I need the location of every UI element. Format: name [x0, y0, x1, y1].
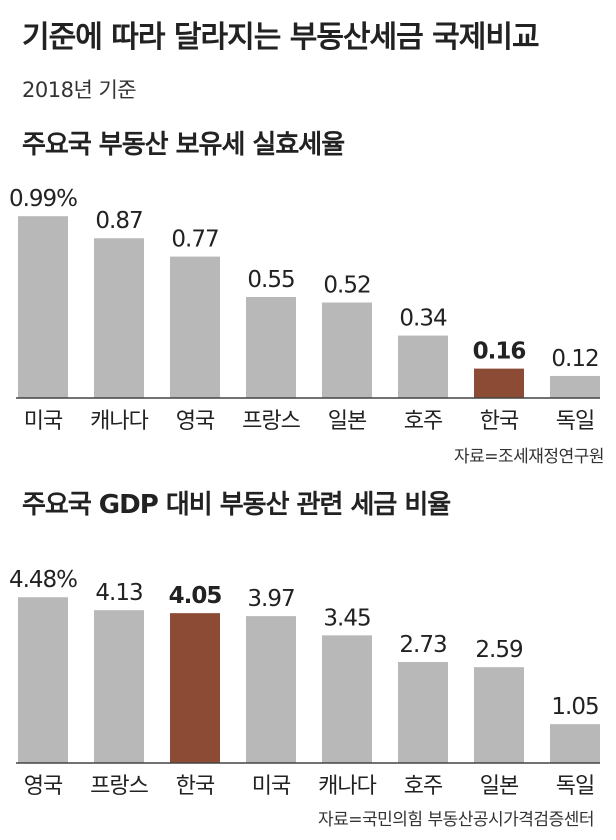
chart-2-value-label-3: 3.97 — [247, 586, 294, 612]
chart-1-category-label-7: 독일 — [556, 409, 594, 434]
chart-2-title: 주요국 GDP 대비 부동산 관련 세금 비율 — [22, 490, 451, 520]
chart-2-property-tax-to-gdp: 4.48% 영국 4.13 프랑스 4.05 한국 3.97 미국 3.45 캐나다 2.73 호주 2… — [9, 567, 600, 799]
chart-1-property-holding-tax-rate: 0.99% 미국 0.87 캐나다 0.77 영국 0.55 프랑스 0.52 일본 0.34 호주 0… — [9, 186, 600, 434]
chart-1-bar-5 — [398, 335, 448, 398]
chart-1-value-label-1: 0.87 — [95, 208, 142, 234]
chart-2-category-label-5: 호주 — [404, 774, 443, 799]
chart-2-bar-2 — [170, 613, 220, 763]
chart-2-bar-1 — [94, 610, 144, 763]
chart-2-value-label-7: 1.05 — [551, 694, 598, 720]
chart-1-category-label-4: 일본 — [328, 409, 367, 434]
chart-2-value-label-4: 3.45 — [323, 605, 370, 631]
chart-1-bar-0 — [18, 216, 68, 398]
page-title: 기준에 따라 달라지는 부동산세금 국제비교 — [22, 20, 540, 55]
chart-1-value-label-5: 0.34 — [399, 306, 447, 332]
chart-1-value-label-0: 0.99% — [9, 186, 77, 212]
chart-2-category-label-1: 프랑스 — [90, 774, 148, 799]
chart-2-category-label-7: 독일 — [556, 774, 594, 799]
chart-1-category-label-3: 프랑스 — [242, 409, 300, 434]
chart-1-bar-6 — [474, 368, 524, 398]
chart-2-category-label-3: 미국 — [252, 774, 291, 799]
chart-2-bar-0 — [18, 597, 68, 763]
chart-2-bar-6 — [474, 667, 524, 763]
chart-2-bar-7 — [550, 724, 600, 763]
chart-2-category-label-4: 캐나다 — [318, 774, 376, 799]
page-subtitle: 2018년 기준 — [22, 78, 137, 102]
chart-2-category-label-0: 영국 — [24, 774, 63, 799]
chart-2-value-label-5: 2.73 — [399, 632, 446, 658]
chart-1-bar-2 — [170, 256, 220, 398]
chart-1-source: 자료=조세재정연구원 — [453, 447, 605, 467]
chart-1-value-label-2: 0.77 — [171, 227, 218, 253]
chart-1-bar-7 — [550, 375, 600, 398]
chart-1-title: 주요국 부동산 보유세 실효세율 — [22, 130, 345, 160]
chart-2-source: 자료=국민의힘 부동산공시가격검증센터 — [317, 810, 595, 830]
chart-1-value-label-6: 0.16 — [473, 339, 526, 365]
chart-2-value-label-2: 4.05 — [169, 583, 222, 609]
chart-1-category-label-5: 호주 — [404, 409, 443, 434]
chart-1-bar-1 — [94, 238, 144, 398]
chart-2-bar-4 — [322, 635, 372, 763]
chart-1-category-label-0: 미국 — [24, 409, 63, 434]
chart-2-value-label-1: 4.13 — [95, 580, 142, 606]
chart-1-value-label-3: 0.55 — [247, 267, 294, 293]
chart-2-value-label-6: 2.59 — [475, 637, 523, 663]
chart-1-category-label-1: 캐나다 — [90, 409, 148, 434]
chart-1-bar-4 — [322, 302, 372, 398]
chart-1-category-label-6: 한국 — [480, 409, 519, 434]
chart-1-bar-3 — [246, 297, 296, 398]
chart-2-bar-5 — [398, 661, 448, 763]
chart-1-value-label-4: 0.52 — [323, 273, 370, 299]
chart-2-category-label-6: 일본 — [480, 774, 519, 799]
chart-2-bar-3 — [246, 616, 296, 763]
chart-2-value-label-0: 4.48% — [9, 567, 77, 593]
chart-1-category-label-2: 영국 — [176, 409, 215, 434]
chart-2-category-label-2: 한국 — [176, 774, 215, 799]
chart-1-value-label-7: 0.12 — [551, 346, 598, 372]
